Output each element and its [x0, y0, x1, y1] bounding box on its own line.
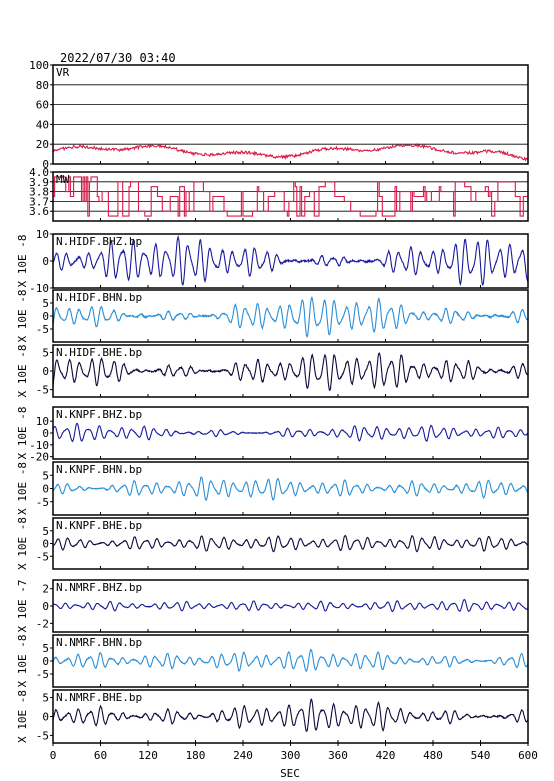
y-tick-label: -5 — [36, 323, 49, 336]
y-tick-label: 4.0 — [29, 166, 49, 179]
y-tick-label: 3.8 — [29, 186, 49, 199]
x-tick-label: 180 — [186, 749, 206, 762]
y-tick-label: 0 — [42, 655, 49, 668]
y-tick-label: 5 — [42, 642, 49, 655]
panel-mw: 3.63.73.83.94.0 MW — [29, 166, 529, 222]
panel-name-label: N.KNPF.BHZ.bp — [56, 408, 142, 421]
series-line — [52, 534, 529, 553]
series-line — [52, 352, 528, 392]
y-tick-label: 100 — [29, 59, 49, 72]
panel-n-knpf-bhe-bp: -505 X 10E -8 N.KNPF.BHE.bp — [16, 517, 529, 570]
panel-n-hidf-bhe-bp: -5 0 5 X 10E -8 N.HIDF.BHE.bp — [16, 344, 529, 398]
y-tick-label: 40 — [36, 118, 49, 131]
y-tick-label: -5 — [36, 668, 49, 681]
x-tick-label: 360 — [328, 749, 348, 762]
y-axis-label: X 10E -8 — [16, 517, 29, 570]
panel-n-nmrf-bhe-bp: -5 0 5 X 10E -8 N.NMRF.BHE.bp — [16, 689, 529, 744]
y-tick-label: -20 — [29, 451, 49, 464]
y-axis-label: X 10E -8 — [16, 690, 29, 743]
x-tick-label: 480 — [423, 749, 443, 762]
y-tick-label: 10 — [36, 228, 49, 241]
series-line — [52, 698, 529, 733]
y-tick-label: 5 — [42, 525, 49, 538]
x-tick-label: 420 — [376, 749, 396, 762]
y-tick-label: 2 — [42, 583, 49, 596]
y-tick-label: -5 — [36, 496, 49, 509]
y-tick-label: -10 — [29, 439, 49, 452]
y-tick-label: 80 — [36, 79, 49, 92]
y-tick-label: -10 — [29, 282, 49, 295]
y-tick-label: 5 — [42, 346, 49, 359]
panel-frame — [52, 171, 529, 222]
x-tick-label: 300 — [281, 749, 301, 762]
y-axis-label: X 10E -8 — [16, 290, 29, 343]
x-tick-label: 0 — [50, 749, 57, 762]
x-tick-label: 60 — [94, 749, 107, 762]
x-tick-label: 600 — [518, 749, 538, 762]
panel-name-label: N.HIDF.BHN.bp — [56, 291, 142, 304]
y-tick-label: 0 — [42, 427, 49, 440]
series-line — [52, 476, 529, 501]
y-tick-label: 3.9 — [29, 176, 49, 189]
y-axis-label: X 10E -8 — [16, 235, 29, 288]
y-tick-label: -5 — [36, 550, 49, 563]
y-tick-label: 5 — [42, 297, 49, 310]
y-tick-label: 20 — [36, 138, 49, 151]
series-line — [52, 598, 529, 612]
y-tick-label: 0 — [42, 711, 49, 724]
panel-name-label: N.KNPF.BHN.bp — [56, 463, 142, 476]
y-tick-label: 0 — [42, 158, 49, 171]
y-tick-label: 5 — [42, 692, 49, 705]
panel-n-nmrf-bhz-bp: -2 0 2 X 10E -7 N.NMRF.BHZ.bp — [16, 579, 529, 633]
series-line — [52, 648, 529, 673]
y-tick-label: 60 — [36, 99, 49, 112]
y-axis-label: X 10E -8 — [16, 345, 29, 398]
y-tick-label: -5 — [36, 729, 49, 742]
y-tick-label: 0 — [42, 365, 49, 378]
panel-n-hidf-bhz-bp: -10 0 10 X 10E -8 N.HIDF.BHZ.bp — [16, 228, 529, 295]
panel-n-hidf-bhn-bp: -505 X 10E -8 N.HIDF.BHN.bp — [16, 289, 529, 343]
series-line — [52, 234, 529, 287]
y-tick-label: 5 — [42, 469, 49, 482]
panel-name-label: N.NMRF.BHN.bp — [56, 636, 142, 649]
x-axis: 0 60 120 180 240 300 360 420 480 540 600 — [50, 743, 538, 762]
chart-title: 2022/07/30 03:40 — [60, 51, 176, 65]
y-tick-label: 10 — [36, 415, 49, 428]
y-tick-label: 3.7 — [29, 195, 49, 208]
y-axis-label: X 10E -8 — [16, 462, 29, 515]
panel-n-nmrf-bhn-bp: -505 X 10E -8 N.NMRF.BHN.bp — [16, 634, 529, 688]
panel-name-label: N.NMRF.BHZ.bp — [56, 581, 142, 594]
series-line — [52, 422, 529, 443]
panel-name-label: N.KNPF.BHE.bp — [56, 519, 142, 532]
y-tick-label: 3.6 — [29, 205, 49, 218]
y-tick-label: 0 — [42, 310, 49, 323]
y-tick-label: 0 — [42, 600, 49, 613]
y-axis-label: X 10E -8 — [16, 407, 29, 460]
y-tick-label: 0 — [42, 255, 49, 268]
panel-name-label: N.NMRF.BHE.bp — [56, 691, 142, 704]
series-line — [53, 176, 528, 217]
x-tick-label: 240 — [233, 749, 253, 762]
y-axis-label: X 10E -8 — [16, 635, 29, 688]
panel-name-label: N.HIDF.BHZ.bp — [56, 235, 142, 248]
y-tick-label: -2 — [36, 617, 49, 630]
x-tick-label: 540 — [471, 749, 491, 762]
x-tick-label: 120 — [138, 749, 158, 762]
y-tick-label: 0 — [42, 483, 49, 496]
y-axis-label: X 10E -7 — [16, 580, 29, 633]
series-line — [52, 296, 529, 338]
panel-vr: 0 20 40 60 80 100 VR — [29, 59, 529, 171]
x-axis-label: SEC — [280, 767, 300, 780]
panel-n-knpf-bhn-bp: -505 X 10E -8 N.KNPF.BHN.bp — [16, 461, 529, 516]
y-tick-label: -5 — [36, 384, 49, 397]
series-line — [52, 142, 529, 162]
panel-name-label: N.HIDF.BHE.bp — [56, 346, 142, 359]
y-tick-label: 0 — [42, 538, 49, 551]
panel-name-label: MW — [56, 173, 70, 186]
panel-name-label: VR — [56, 66, 70, 79]
